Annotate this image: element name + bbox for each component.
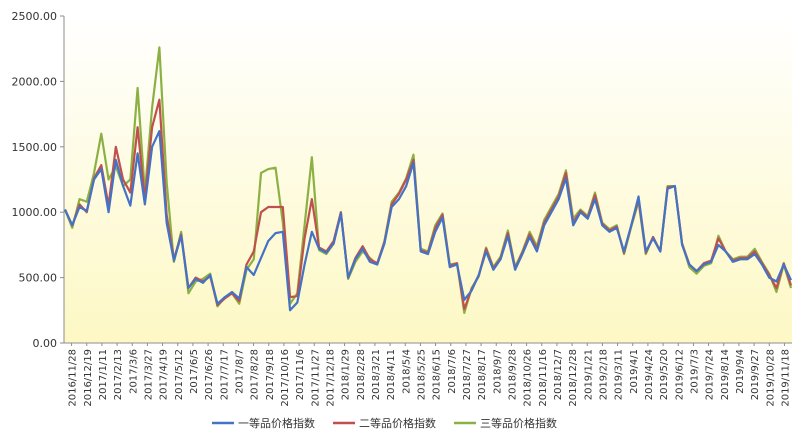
x-tick-label: 2017/12/18 <box>325 349 336 407</box>
x-tick-label: 2019/6/12 <box>674 349 685 400</box>
x-tick-label: 2019/10/28 <box>765 349 776 407</box>
x-tick-label: 2017/2/13 <box>113 349 124 400</box>
y-axis: 0.00 500.00 1000.00 1500.00 2000.00 2500.00 <box>12 10 65 350</box>
series-line-1 <box>64 130 792 312</box>
x-tick-label: 2018/12/7 <box>553 349 564 400</box>
legend-label-3: 三等品价格指数 <box>480 416 557 430</box>
x-tick-label: 2018/9/28 <box>507 349 518 400</box>
legend-label-2: 二等品价格指数 <box>359 416 436 430</box>
x-tick-label: 2016/11/28 <box>68 349 79 407</box>
x-tick-label: 2019/2/18 <box>598 349 609 400</box>
x-tick-label: 2017/3/27 <box>143 349 154 400</box>
x-tick-label: 2019/9/4 <box>735 349 746 394</box>
x-tick-label: 2018/5/25 <box>416 349 427 400</box>
x-tick-label: 2017/7/17 <box>219 349 230 400</box>
x-tick-label: 2019/4/1 <box>629 349 640 394</box>
x-tick-label: 2017/6/5 <box>189 349 200 394</box>
x-tick-label: 2017/10/16 <box>280 349 291 407</box>
x-tick-label: 2019/9/27 <box>750 349 761 400</box>
x-tick-label: 2019/11/18 <box>780 349 791 407</box>
x-tick-label: 2019/5/20 <box>659 349 670 400</box>
series-layer <box>63 46 793 315</box>
y-tick-label: 2000.00 <box>12 75 58 88</box>
legend-label-1: 一等品价格指数 <box>238 416 315 430</box>
x-tick-label: 2018/7/27 <box>462 349 473 400</box>
x-tick-label: 2017/6/26 <box>204 349 215 400</box>
x-tick-label: 2018/8/17 <box>477 349 488 400</box>
y-tick-label: 2500.00 <box>12 10 58 23</box>
x-tick-label: 2018/11/16 <box>538 349 549 407</box>
plot-area <box>64 16 792 343</box>
x-tick-label: 2019/4/24 <box>644 349 655 400</box>
x-tick-label: 2017/5/12 <box>174 349 185 400</box>
x-tick-label: 2019/1/21 <box>583 349 594 400</box>
x-tick-label: 2017/8/7 <box>234 349 245 394</box>
x-tick-label: 2017/9/18 <box>265 349 276 400</box>
x-tick-label: 2018/3/21 <box>371 349 382 400</box>
x-tick-label: 2019/7/3 <box>689 349 700 394</box>
x-tick-label: 2017/4/19 <box>159 349 170 400</box>
x-tick-label: 2018/9/7 <box>492 349 503 394</box>
x-tick-label: 2017/8/28 <box>250 349 261 400</box>
x-tick-label: 2018/1/29 <box>341 349 352 400</box>
y-tick-label: 500.00 <box>19 272 58 285</box>
x-tick-label: 2019/7/24 <box>705 349 716 400</box>
legend: 一等品价格指数 二等品价格指数 三等品价格指数 <box>212 416 557 430</box>
x-tick-label: 2017/11/27 <box>310 349 321 407</box>
x-tick-label: 2016/12/19 <box>83 349 94 407</box>
x-tick-label: 2019/8/14 <box>720 349 731 400</box>
x-tick-label: 2019/3/11 <box>614 349 625 400</box>
y-tick-label: 1500.00 <box>12 141 58 154</box>
x-axis: 2016/11/28 2016/12/19 2017/1/11 2017/2/13 20… <box>64 342 792 407</box>
y-tick-label: 1000.00 <box>12 206 58 219</box>
x-tick-label: 2017/11/6 <box>295 349 306 400</box>
x-tick-label: 2018/10/26 <box>523 349 534 407</box>
x-tick-label: 2017/3/6 <box>128 349 139 394</box>
x-tick-label: 2018/4/11 <box>386 349 397 400</box>
x-tick-label: 2017/1/11 <box>98 349 109 400</box>
x-tick-label: 2018/6/15 <box>432 349 443 400</box>
x-tick-label: 2018/12/28 <box>568 349 579 407</box>
x-tick-label: 2018/2/28 <box>356 349 367 400</box>
x-tick-label: 2018/7/6 <box>447 349 458 394</box>
x-tick-label: 2018/5/4 <box>401 349 412 394</box>
y-tick-label: 0.00 <box>33 337 58 350</box>
